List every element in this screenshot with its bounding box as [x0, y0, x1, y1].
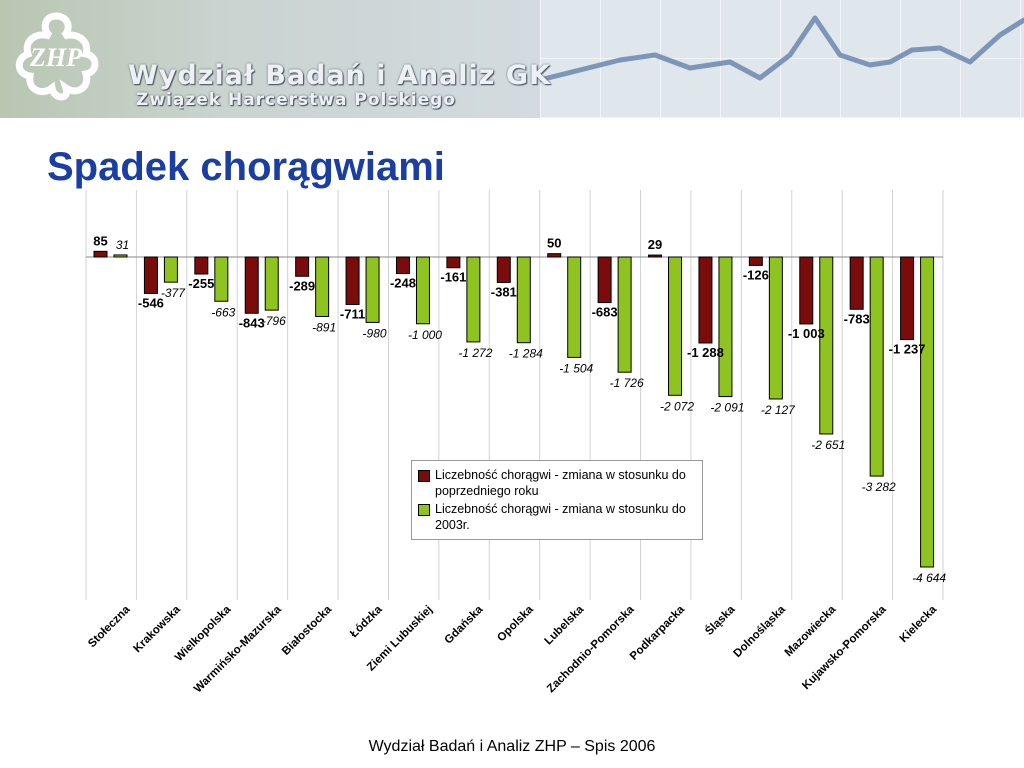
category-label: Gdańska — [443, 603, 486, 646]
bar-prev-year — [446, 256, 461, 269]
data-label-prev-year: -683 — [592, 305, 618, 320]
banner-title: Wydział Badań i Analiz GK — [128, 60, 551, 91]
bar-prev-year — [93, 250, 108, 258]
legend-label-2003: Liczebność chorągwi - zmiana w stosunku … — [435, 502, 686, 532]
category-label: Podkarpacka — [628, 603, 688, 663]
data-label-2003: -1 726 — [610, 376, 644, 390]
category-label: Lubelska — [542, 603, 586, 647]
data-label-prev-year: -843 — [239, 315, 265, 330]
bar-2003 — [466, 256, 481, 343]
legend-swatch-prev-year — [418, 470, 430, 482]
header-banner: ZHP Wydział Badań i Analiz GK Związek Ha… — [0, 0, 1024, 118]
data-label-2003: -891 — [312, 320, 336, 334]
bar-prev-year — [547, 253, 562, 258]
data-label-prev-year: -783 — [844, 311, 870, 326]
bar-2003 — [163, 256, 178, 283]
bar-prev-year — [900, 256, 915, 341]
legend-item-2003: Liczebność chorągwi - zmiana w stosunku … — [418, 501, 696, 533]
data-label-2003: -377 — [161, 286, 186, 300]
data-label-prev-year: -546 — [138, 295, 164, 310]
logo-text: ZHP — [29, 43, 83, 72]
bar-2003 — [617, 256, 632, 373]
data-label-prev-year: -161 — [440, 270, 466, 285]
data-label-prev-year: -255 — [188, 276, 214, 291]
data-label-prev-year: -1 288 — [687, 345, 724, 360]
category-label: Zachodnio-Pomorska — [545, 603, 637, 695]
data-label-2003: -1 504 — [559, 361, 593, 375]
banner-subtitle: Związek Harcerstwa Polskiego — [136, 90, 456, 110]
bar-2003 — [214, 256, 229, 302]
category-label: Krakowska — [132, 603, 184, 655]
data-label-2003: -1 000 — [408, 328, 442, 342]
bar-prev-year — [143, 256, 158, 294]
bar-prev-year — [244, 256, 259, 314]
bar-2003 — [415, 256, 430, 325]
category-label: Kujawsko-Pomorska — [800, 603, 889, 692]
data-label-2003: -2 127 — [761, 403, 796, 417]
data-label-2003: -2 072 — [660, 399, 694, 413]
bar-2003 — [365, 256, 380, 323]
data-label-prev-year: -248 — [390, 276, 416, 291]
data-label-2003: -796 — [262, 314, 286, 328]
bar-prev-year — [194, 256, 209, 275]
data-label-2003: -3 282 — [862, 480, 896, 494]
footer-text: Wydział Badań i Analiz ZHP – Spis 2006 — [368, 738, 656, 755]
bar-2003 — [516, 256, 531, 344]
data-label-prev-year: 50 — [547, 236, 561, 251]
bar-prev-year — [799, 256, 814, 325]
bar-prev-year — [849, 256, 864, 310]
chart-legend: Liczebność chorągwi - zmiana w stosunku … — [411, 460, 703, 540]
bar-2003 — [113, 254, 128, 258]
data-label-2003: 31 — [116, 238, 129, 252]
bar-2003 — [264, 256, 279, 311]
bar-prev-year — [748, 256, 763, 266]
data-label-prev-year: -1 237 — [889, 342, 926, 357]
data-label-2003: -980 — [363, 326, 387, 340]
data-label-prev-year: -381 — [491, 284, 517, 299]
legend-label-prev-year: Liczebność chorągwi - zmiana w stosunku … — [435, 468, 686, 498]
bar-2003 — [920, 256, 935, 568]
legend-swatch-2003 — [418, 504, 430, 516]
data-label-prev-year: -711 — [340, 306, 365, 321]
data-label-prev-year: -1 003 — [788, 326, 825, 341]
bar-prev-year — [295, 256, 310, 277]
bar-prev-year — [597, 256, 612, 304]
page-title: Spadek chorągwiami — [47, 145, 445, 189]
bar-2003 — [567, 256, 582, 358]
category-label: Łódzka — [348, 603, 385, 640]
zhp-logo: ZHP — [15, 12, 99, 101]
category-label: Kielecka — [898, 603, 940, 645]
category-label: Białostocka — [280, 603, 335, 658]
category-label: Opolska — [495, 603, 536, 644]
legend-item-prev-year: Liczebność chorągwi - zmiana w stosunku … — [418, 467, 696, 499]
data-label-2003: -4 644 — [912, 571, 946, 585]
bar-prev-year — [698, 256, 713, 344]
bar-2003 — [718, 256, 733, 398]
data-label-2003: -1 272 — [458, 346, 492, 360]
data-label-2003: -663 — [211, 305, 235, 319]
bar-2003 — [819, 256, 834, 435]
bar-2003 — [315, 256, 330, 317]
data-label-2003: -1 284 — [509, 347, 543, 361]
bar-2003 — [668, 256, 683, 396]
bar-prev-year — [345, 256, 360, 305]
category-label: Stołeczna — [86, 603, 133, 650]
data-label-prev-year: 29 — [648, 237, 662, 252]
data-label-2003: -2 651 — [811, 438, 845, 452]
data-label-2003: -2 091 — [710, 401, 744, 415]
category-label: Śląska — [703, 603, 738, 638]
bar-2003 — [869, 256, 884, 477]
category-label: Warmińsko-Mazurska — [192, 603, 284, 695]
data-label-prev-year: 85 — [93, 233, 107, 248]
trend-line-decoration — [540, 15, 1024, 83]
bar-prev-year — [496, 256, 511, 283]
bar-prev-year — [395, 256, 410, 275]
bar-2003 — [768, 256, 783, 400]
category-label: Dolnośląska — [731, 603, 788, 660]
bar-prev-year — [648, 254, 663, 258]
category-label: Mazowiecka — [783, 603, 839, 659]
data-label-prev-year: -289 — [289, 278, 315, 293]
data-label-prev-year: -126 — [743, 267, 769, 282]
